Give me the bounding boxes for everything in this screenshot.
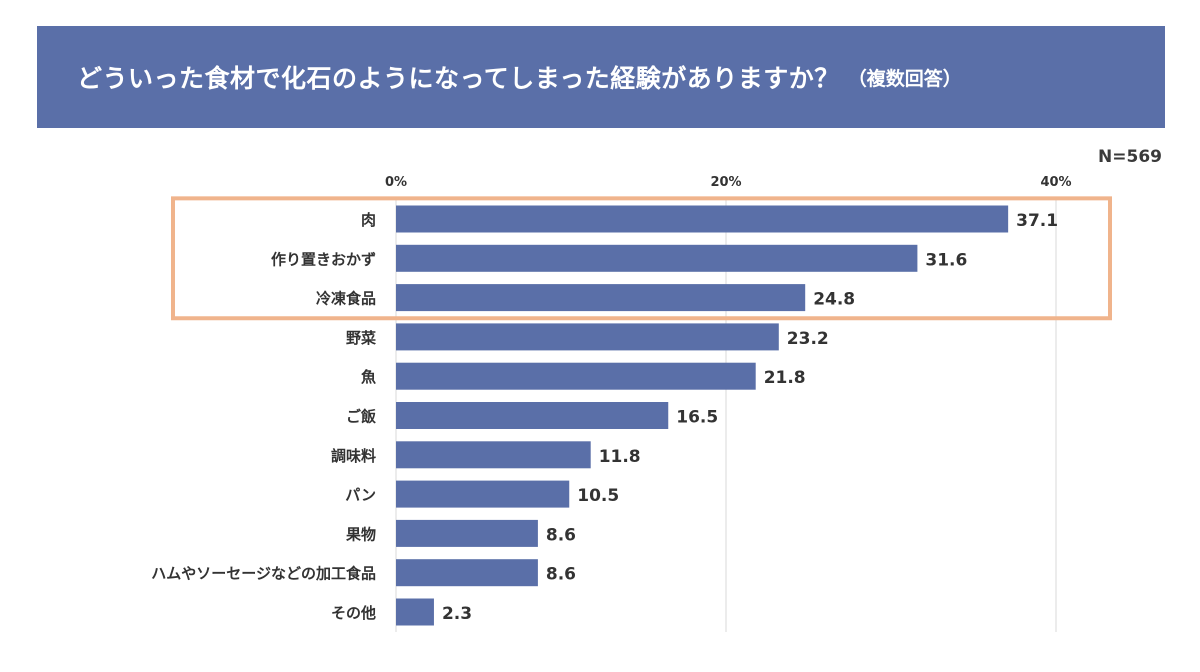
x-tick-label: 20% [710,175,741,190]
sample-size-label: N=569 [1098,147,1162,167]
highlight-box [171,196,1112,321]
value-label: 8.6 [546,565,576,585]
chart-title-note: （複数回答） [847,67,962,90]
title-banner: どういった食材で化石のようになってしまった経験がありますか？ （複数回答） [37,26,1165,128]
bar [396,402,669,429]
category-label: 肉 [361,211,376,229]
value-label: 10.5 [577,486,619,506]
bar [396,480,570,508]
bar [396,362,756,390]
category-label: 野菜 [346,329,376,347]
chart-title: どういった食材で化石のようになってしまった経験がありますか？ [77,64,840,93]
bar [396,441,591,469]
bar [396,598,434,626]
value-label: 11.8 [599,447,641,467]
category-label: ご飯 [346,408,376,426]
category-label: 作り置きおかず [271,250,376,268]
value-label: 24.8 [813,290,855,310]
bar [396,559,538,587]
bar [396,284,806,312]
bar [396,244,918,272]
value-label: 2.3 [442,604,472,624]
category-label: その他 [331,604,376,622]
x-tick-label: 40% [1040,175,1071,190]
category-label: 冷凍食品 [316,290,376,308]
value-label: 37.1 [1016,211,1058,231]
value-label: 8.6 [546,525,576,545]
bar [396,519,538,547]
value-label: 16.5 [676,408,718,428]
category-label: 魚 [361,368,376,386]
bar [396,323,779,351]
value-label: 31.6 [925,250,967,270]
value-label: 23.2 [787,329,829,349]
category-label: ハムやソーセージなどの加工食品 [151,565,376,583]
value-label: 21.8 [764,368,806,388]
x-tick-label: 0% [385,175,407,190]
category-label: パン [345,486,376,504]
category-label: 果物 [345,525,376,543]
category-label: 調味料 [331,447,376,465]
bar [396,205,1009,233]
